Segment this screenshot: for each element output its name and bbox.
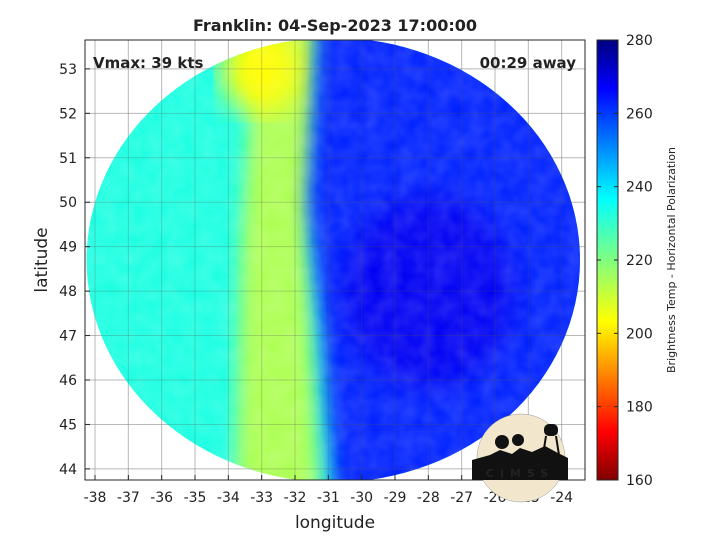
y-tick-label: 52: [59, 106, 77, 122]
y-tick-label: 45: [59, 417, 77, 433]
x-tick-label: -31: [317, 490, 340, 506]
colorbar-tick-label: 200: [626, 326, 653, 342]
colorbar-tick-label: 160: [626, 473, 653, 489]
swath-image: [86, 40, 581, 480]
x-axis-label: longitude: [295, 513, 375, 533]
vmax-annotation: Vmax: 39 kts: [93, 54, 203, 72]
plot-area: -38 -37 -36 -35 -34 -33 -32 -31 -30 -29 -28 -27 -26-…: [59, 39, 586, 506]
y-tick-label: 44: [59, 462, 77, 478]
y-axis-label: latitude: [32, 227, 52, 292]
chart-title: Franklin: 04-Sep-2023 17:00:00: [193, 16, 477, 35]
y-tick-label: 47: [59, 329, 77, 345]
x-tick-label: -24: [550, 490, 573, 506]
x-tick-label: -28: [417, 490, 440, 506]
x-tick-label: -37: [117, 490, 140, 506]
y-tick-label: 48: [59, 284, 77, 300]
y-axis: 44 45 46 47 48 49 50 51 52 53: [59, 62, 90, 478]
x-tick-label: -38: [84, 490, 107, 506]
y-tick-label: 46: [59, 373, 77, 389]
x-tick-label: -32: [284, 490, 307, 506]
y-tick-label: 51: [59, 151, 77, 167]
cimss-logo: CIMSS: [472, 413, 568, 503]
x-tick-label: -36: [150, 490, 173, 506]
colorbar: 160 180 200 220 240 260 280 Brightness Temp - …: [596, 33, 678, 489]
x-axis: -38 -37 -36 -35 -34 -33 -32 -31 -30 -29 -28 -27 -26-…: [84, 475, 573, 506]
y-tick-label: 50: [59, 195, 77, 211]
x-tick-label: -30: [350, 490, 373, 506]
colorbar-tick-label: 260: [626, 106, 653, 122]
logo-text: CIMSS: [486, 467, 554, 480]
colorbar-label: Brightness Temp - Horizontal Polarizatio…: [665, 147, 678, 373]
x-tick-label: -27: [450, 490, 473, 506]
colorbar-tick-label: 220: [626, 253, 653, 269]
x-tick-label: -29: [384, 490, 407, 506]
swath-texture: [86, 40, 581, 480]
y-tick-label: 49: [59, 240, 77, 256]
colorbar-ticks: 160 180 200 220 240 260 280: [597, 33, 653, 489]
x-tick-label: -35: [184, 490, 207, 506]
time-offset-annotation: 00:29 away: [480, 54, 577, 72]
x-tick-label: -33: [250, 490, 273, 506]
y-tick-label: 53: [59, 62, 77, 78]
plot-frame: [84, 39, 586, 481]
colorbar-tick-label: 180: [626, 400, 653, 416]
x-tick-label: -34: [217, 490, 240, 506]
colorbar-tick-label: 280: [626, 33, 653, 49]
colorbar-tick-label: 240: [626, 180, 653, 196]
